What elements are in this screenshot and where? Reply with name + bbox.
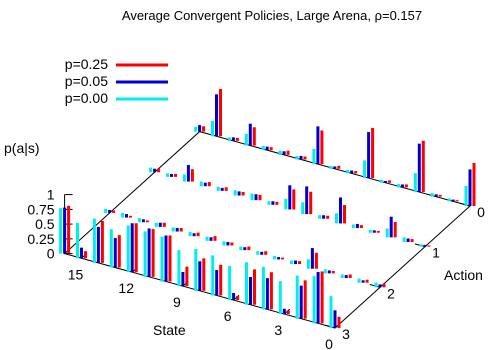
state-tick-label: 3 [274, 322, 282, 338]
z-tick-label: 1 [47, 187, 55, 203]
z-tick-label: 0.75 [27, 201, 54, 217]
state-tick-label: 6 [224, 308, 232, 324]
z-tick-label: 0 [47, 246, 55, 262]
action-tick-label: 3 [342, 326, 350, 342]
legend-label-p025: p=0.25 [65, 56, 108, 72]
action-tick-label: 1 [432, 245, 440, 261]
state-tick-label: 9 [173, 294, 181, 310]
legend-label-p000: p=0.00 [65, 90, 108, 106]
state-tick-label: 12 [118, 280, 134, 296]
bars [59, 89, 476, 328]
y-axis-label: Action [444, 267, 483, 283]
chart-title: Average Convergent Policies, Large Arena… [122, 8, 422, 23]
action-tick-label: 2 [387, 285, 395, 301]
x-axis-label: State [153, 322, 186, 338]
legend: p=0.25 p=0.05 p=0.00 [65, 56, 168, 106]
action-tick-label: 0 [477, 204, 485, 220]
z-tick-label: 0.25 [27, 231, 54, 247]
z-tick-label: 0.5 [35, 216, 55, 232]
legend-label-p005: p=0.05 [65, 73, 108, 89]
state-tick-label: 0 [325, 336, 333, 350]
z-axis-label: p(a|s) [4, 140, 40, 156]
state-tick-label: 15 [68, 266, 84, 282]
